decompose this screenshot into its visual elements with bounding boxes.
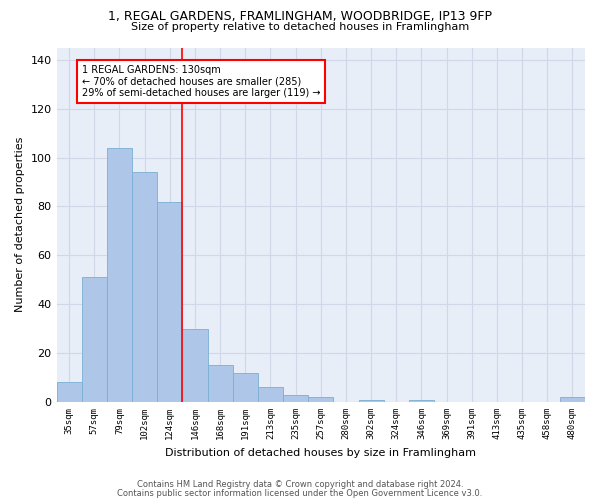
X-axis label: Distribution of detached houses by size in Framlingham: Distribution of detached houses by size … xyxy=(165,448,476,458)
Bar xyxy=(359,400,383,402)
Bar xyxy=(409,400,434,402)
Bar xyxy=(82,278,107,402)
Bar xyxy=(560,397,585,402)
Bar xyxy=(132,172,157,402)
Text: 1, REGAL GARDENS, FRAMLINGHAM, WOODBRIDGE, IP13 9FP: 1, REGAL GARDENS, FRAMLINGHAM, WOODBRIDG… xyxy=(108,10,492,23)
Bar xyxy=(258,388,283,402)
Bar xyxy=(107,148,132,402)
Bar xyxy=(233,372,258,402)
Text: Contains HM Land Registry data © Crown copyright and database right 2024.: Contains HM Land Registry data © Crown c… xyxy=(137,480,463,489)
Text: Contains public sector information licensed under the Open Government Licence v3: Contains public sector information licen… xyxy=(118,488,482,498)
Y-axis label: Number of detached properties: Number of detached properties xyxy=(15,137,25,312)
Text: 1 REGAL GARDENS: 130sqm
← 70% of detached houses are smaller (285)
29% of semi-d: 1 REGAL GARDENS: 130sqm ← 70% of detache… xyxy=(82,64,320,98)
Bar xyxy=(56,382,82,402)
Bar xyxy=(182,328,208,402)
Bar xyxy=(308,397,334,402)
Bar xyxy=(157,202,182,402)
Text: Size of property relative to detached houses in Framlingham: Size of property relative to detached ho… xyxy=(131,22,469,32)
Bar xyxy=(208,366,233,402)
Bar xyxy=(283,394,308,402)
